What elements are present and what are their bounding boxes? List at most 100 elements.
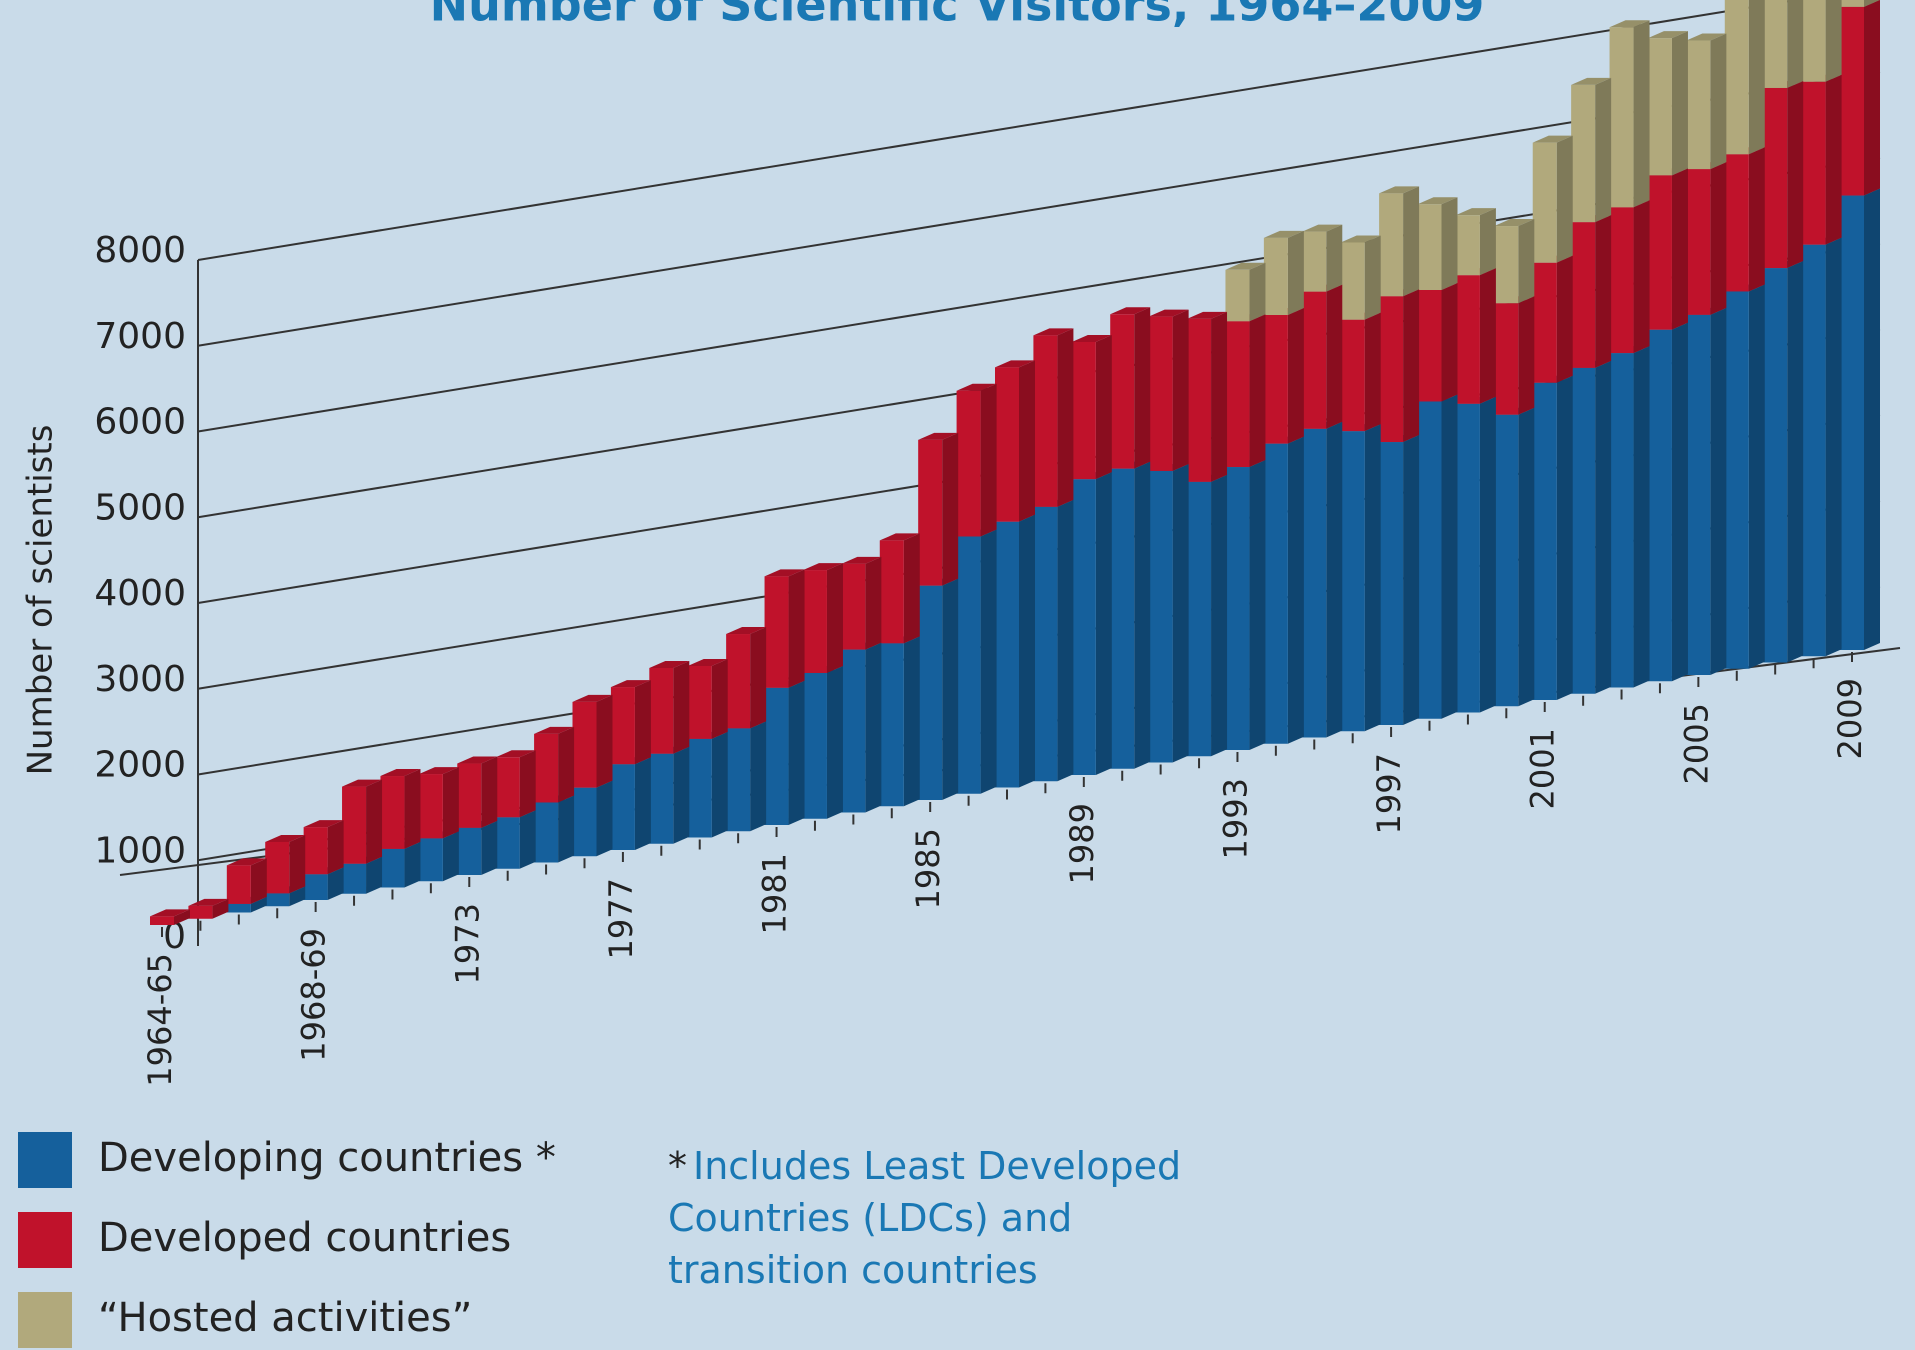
- bar-top: [1148, 309, 1189, 317]
- bar-side: [942, 578, 959, 800]
- bar: [1455, 215, 1480, 276]
- bar-side: [903, 533, 920, 644]
- bar-side: [1671, 168, 1688, 330]
- bar: [495, 757, 520, 818]
- bar-top: [495, 750, 536, 758]
- bar-side: [481, 820, 498, 875]
- bar-top: [1647, 31, 1688, 39]
- bar: [1724, 0, 1749, 155]
- bar-side: [1787, 0, 1804, 88]
- bar: [1840, 0, 1864, 7]
- bar: [649, 753, 674, 844]
- bar-stack: [956, 383, 997, 794]
- bar-side: [1403, 435, 1420, 725]
- bar-side: [1556, 255, 1573, 383]
- bar: [1724, 291, 1749, 669]
- bar-stack: [995, 360, 1035, 788]
- bar: [1110, 468, 1135, 769]
- bar-stack: [1494, 219, 1535, 707]
- bar: [1494, 414, 1519, 707]
- bar: [1071, 341, 1096, 480]
- bar-top: [1225, 262, 1266, 270]
- bar: [1571, 367, 1596, 694]
- bar: [956, 390, 981, 537]
- bar-stack: [1532, 135, 1573, 700]
- bar-side: [1172, 463, 1189, 763]
- bar-stack: [1225, 262, 1266, 750]
- y-tick-label: 4000: [94, 573, 186, 614]
- bar: [1609, 27, 1634, 208]
- bar: [610, 764, 635, 850]
- bar: [1302, 291, 1327, 429]
- bar-side: [289, 834, 306, 894]
- x-tick-label: 1985: [909, 828, 947, 909]
- bar-side: [404, 841, 421, 888]
- bar: [1302, 231, 1327, 292]
- bar-side: [1287, 436, 1304, 744]
- bar-stack: [726, 627, 767, 832]
- bar: [879, 643, 904, 807]
- bar-side: [1364, 312, 1381, 432]
- footnote: * Includes Least Developed Countries (LDC…: [668, 1140, 1228, 1296]
- bar-side: [788, 680, 805, 825]
- bar-side: [1287, 308, 1304, 444]
- bar-side: [826, 563, 843, 673]
- x-tick-label: 1973: [448, 903, 486, 984]
- bar: [802, 672, 827, 819]
- bar: [534, 733, 559, 803]
- bar-side: [1825, 237, 1842, 657]
- x-tick-label: 2009: [1831, 678, 1869, 759]
- bar-side: [250, 858, 267, 904]
- bar-top: [1071, 334, 1112, 342]
- bar-side: [519, 750, 536, 818]
- bar: [1801, 244, 1826, 657]
- bar: [1801, 81, 1826, 245]
- bar-side: [1748, 284, 1765, 669]
- bar-top: [1263, 230, 1304, 238]
- bar-stack: [1302, 224, 1343, 738]
- bar-stack: [764, 569, 805, 825]
- bar: [1148, 316, 1173, 471]
- bar: [1609, 353, 1634, 688]
- bar-stack: [687, 659, 728, 838]
- y-tick-label: 1000: [94, 830, 186, 871]
- bar-top: [1455, 208, 1496, 216]
- bar-stack: [1187, 311, 1228, 757]
- y-tick-label: 5000: [94, 487, 186, 528]
- bar-side: [1057, 499, 1074, 782]
- bar: [1609, 207, 1634, 354]
- bar-top: [687, 659, 728, 666]
- bar-side: [366, 779, 383, 864]
- bar: [1532, 382, 1557, 700]
- bar-stack: [802, 563, 843, 819]
- bar-side: [750, 721, 767, 832]
- legend-swatch: [18, 1132, 72, 1188]
- bar-stack: [1571, 77, 1612, 694]
- bar-top: [380, 769, 421, 777]
- bar-side: [481, 756, 498, 828]
- bar: [1302, 428, 1327, 738]
- bar: [649, 667, 674, 754]
- bar-top: [265, 834, 306, 842]
- bar-stack: [649, 660, 690, 844]
- bar-stack: [1417, 197, 1458, 719]
- bar: [841, 649, 866, 813]
- bar-side: [1211, 311, 1228, 482]
- bar: [1455, 403, 1480, 713]
- bar-top: [1110, 307, 1151, 315]
- bar-side: [1787, 261, 1804, 663]
- bar-top: [1033, 328, 1074, 336]
- bar-stack: [1340, 235, 1381, 732]
- bar-stack: [380, 769, 421, 888]
- legend-label: “Hosted activities”: [98, 1295, 472, 1341]
- bar: [802, 570, 827, 673]
- bar: [1840, 195, 1864, 650]
- bar-side: [1249, 262, 1266, 322]
- bar-side: [826, 665, 843, 819]
- bar-side: [673, 660, 690, 754]
- bar-side: [1595, 77, 1612, 223]
- bar: [1225, 269, 1250, 322]
- y-tick-label: 3000: [94, 659, 186, 700]
- bar-side: [327, 820, 344, 875]
